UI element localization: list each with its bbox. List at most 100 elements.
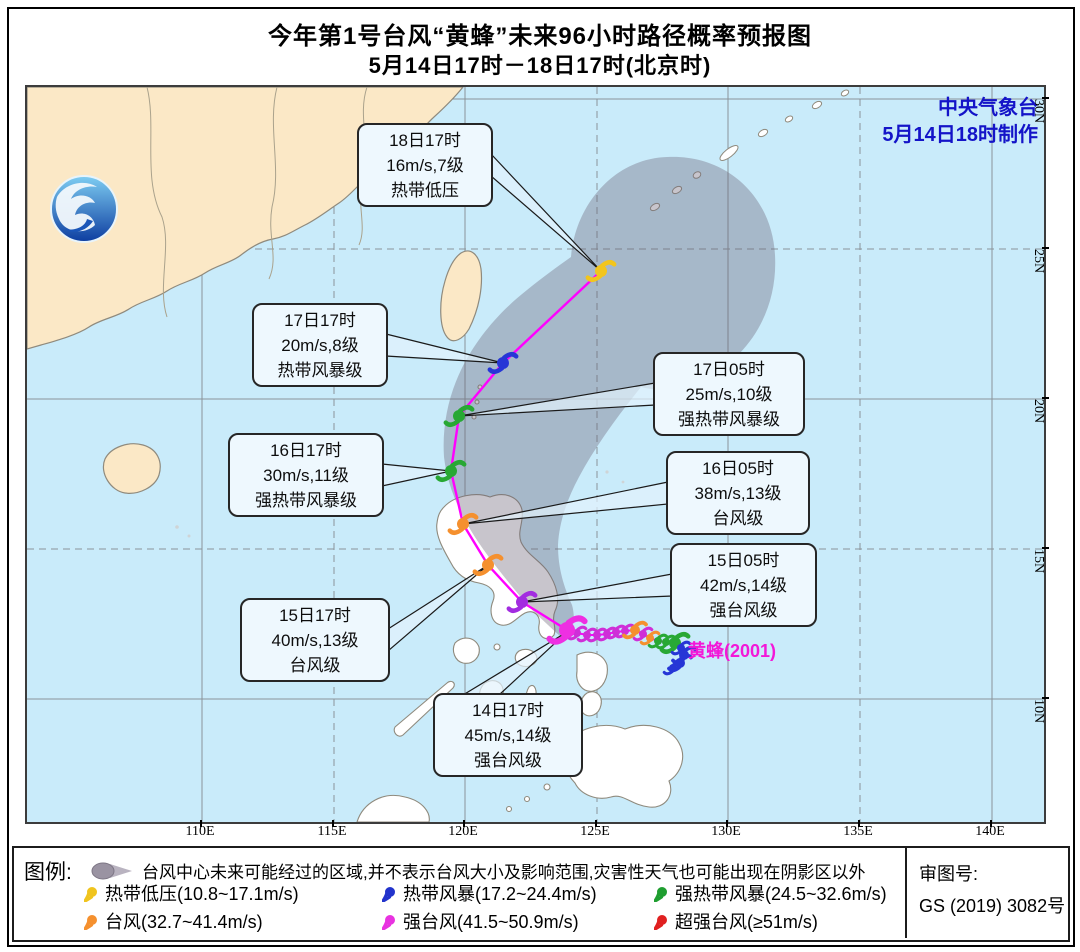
legend-item: 热带低压(10.8~17.1m/s) [84, 882, 299, 904]
agency-name: 中央气象台 [938, 97, 1038, 119]
callout-line: 16m/s,7级 [386, 155, 464, 175]
callout-line: 热带低压 [391, 180, 459, 200]
land-leyte [579, 691, 602, 717]
callout-line: 30m/s,11级 [263, 465, 349, 485]
callout-line: 15日17时 [279, 605, 351, 625]
typhoon-symbol [487, 352, 519, 374]
callout-line: 17日05时 [693, 359, 765, 379]
typhoon-category-icon [382, 887, 395, 902]
lon-tick [595, 820, 597, 827]
legend-item: 台风(32.7~41.4m/s) [84, 910, 263, 932]
land-samar [576, 651, 608, 692]
typhoon-category-icon [654, 887, 667, 902]
forecast-callout: 16日17时 30m/s,11级 强热带风暴级 [228, 433, 384, 517]
storm-name-label: 黄蜂(2001) [688, 641, 777, 661]
legend-item-label: 超强台风(≥51m/s) [675, 912, 818, 932]
callout-line: 强台风级 [474, 750, 542, 770]
page-subtitle: 5月14日17时－18日17时(北京时) [368, 53, 712, 78]
lon-label: 115E [317, 824, 347, 839]
approval-label: 审图号: [919, 864, 979, 884]
typhoon-symbol [622, 620, 648, 640]
forecast-callout: 16日05时 38m/s,13级 台风级 [666, 451, 810, 535]
legend-item: 超强台风(≥51m/s) [654, 910, 818, 932]
typhoon-symbol [659, 632, 691, 654]
legend-item-label: 台风(32.7~41.4m/s) [105, 912, 263, 932]
cma-logo [50, 175, 118, 243]
lon-label: 110E [185, 824, 215, 839]
issue-time: 5月14日18时制作 [882, 124, 1038, 146]
land-taiwan [440, 250, 483, 342]
callout-line: 强热带风暴级 [678, 409, 780, 429]
callout-line: 热带风暴级 [277, 360, 363, 380]
callout-line: 强热带风暴级 [255, 490, 357, 510]
lon-tick [726, 820, 728, 827]
lon-label: 120E [448, 824, 478, 839]
callout-line: 18日17时 [389, 130, 461, 150]
approval-number-box: 审图号: GS (2019) 3082号 [905, 846, 1068, 938]
lon-label: 140E [975, 824, 1005, 839]
typhoon-symbol [546, 615, 588, 645]
typhoon-symbol [670, 640, 692, 656]
callout-line: 25m/s,10级 [685, 384, 773, 404]
callout-line: 45m/s,14级 [464, 725, 552, 745]
typhoon-symbol [662, 660, 684, 676]
lon-tick [858, 820, 860, 827]
ryukyu-islands [649, 89, 850, 212]
callout-line: 台风级 [289, 655, 341, 675]
legend-box: 图例: 台风中心未来可能经过的区域,并不表示台风大小及影响范围,灾害性天气也可能… [12, 846, 1070, 942]
lon-label: 125E [580, 824, 610, 839]
typhoon-symbol [632, 626, 654, 642]
typhoon-symbol [443, 405, 475, 427]
callout-line: 强台风级 [709, 600, 778, 620]
approval-number: GS (2019) 3082号 [919, 896, 1066, 916]
outer-frame [7, 7, 1075, 947]
legend-item: 强台风(41.5~50.9m/s) [382, 910, 579, 932]
forecast-callout: 18日17时 16m/s,7级 热带低压 [357, 123, 493, 207]
typhoon-symbol [586, 627, 608, 643]
typhoon-symbol [472, 554, 504, 576]
typhoon-category-icon [84, 915, 97, 930]
typhoon-symbol [447, 513, 479, 535]
lat-tick [1042, 547, 1049, 549]
callout-line: 20m/s,8级 [281, 335, 359, 355]
typhoon-category-icon [382, 915, 395, 930]
typhoon-category-icon [654, 915, 667, 930]
lon-label: 130E [711, 824, 741, 839]
typhoon-symbol [566, 625, 588, 641]
legend-item-label: 热带风暴(17.2~24.4m/s) [403, 884, 597, 904]
legend-item-label: 热带低压(10.8~17.1m/s) [105, 884, 299, 904]
lat-label: 10N [1031, 699, 1046, 724]
typhoon-track [435, 260, 697, 676]
lon-tick [200, 820, 202, 827]
lon-tick [990, 820, 992, 827]
forecast-callout: 17日17时 20m/s,8级 热带风暴级 [252, 303, 388, 387]
lat-label: 15N [1031, 549, 1046, 574]
lat-tick [1042, 97, 1049, 99]
lon-tick [332, 820, 334, 827]
lon-label: 135E [843, 824, 873, 839]
callout-line: 15日05时 [707, 550, 780, 570]
callout-line: 17日17时 [284, 310, 356, 330]
small-islets [175, 470, 625, 538]
legend-item-label: 强热带风暴(24.5~32.6m/s) [675, 884, 887, 904]
callout-line: 台风级 [712, 508, 764, 528]
page-title: 今年第1号台风“黄蜂”未来96小时路径概率预报图 [267, 23, 813, 50]
forecast-callout: 15日05时 42m/s,14级 强台风级 [670, 543, 817, 627]
typhoon-symbol [576, 627, 598, 643]
land-mindoro [452, 637, 480, 664]
callout-line: 42m/s,14级 [700, 575, 787, 595]
callout-line: 40m/s,13级 [271, 630, 359, 650]
legend-item: 热带风暴(17.2~24.4m/s) [382, 882, 597, 904]
lat-label: 20N [1031, 399, 1046, 424]
land-hainan [102, 443, 161, 494]
typhoon-symbol [506, 591, 538, 613]
lon-tick [463, 820, 465, 827]
callout-line: 16日05时 [702, 458, 774, 478]
legend-item: 强热带风暴(24.5~32.6m/s) [654, 882, 887, 904]
forecast-callout: 14日17时 45m/s,14级 强台风级 [433, 693, 583, 777]
issuing-agency-credit: 中央气象台 5月14日18时制作 [882, 95, 1038, 149]
lat-label: 30N [1031, 99, 1046, 124]
lat-tick [1042, 247, 1049, 249]
callout-line: 14日17时 [472, 700, 544, 720]
forecast-callout: 15日17时 40m/s,13级 台风级 [240, 598, 390, 682]
